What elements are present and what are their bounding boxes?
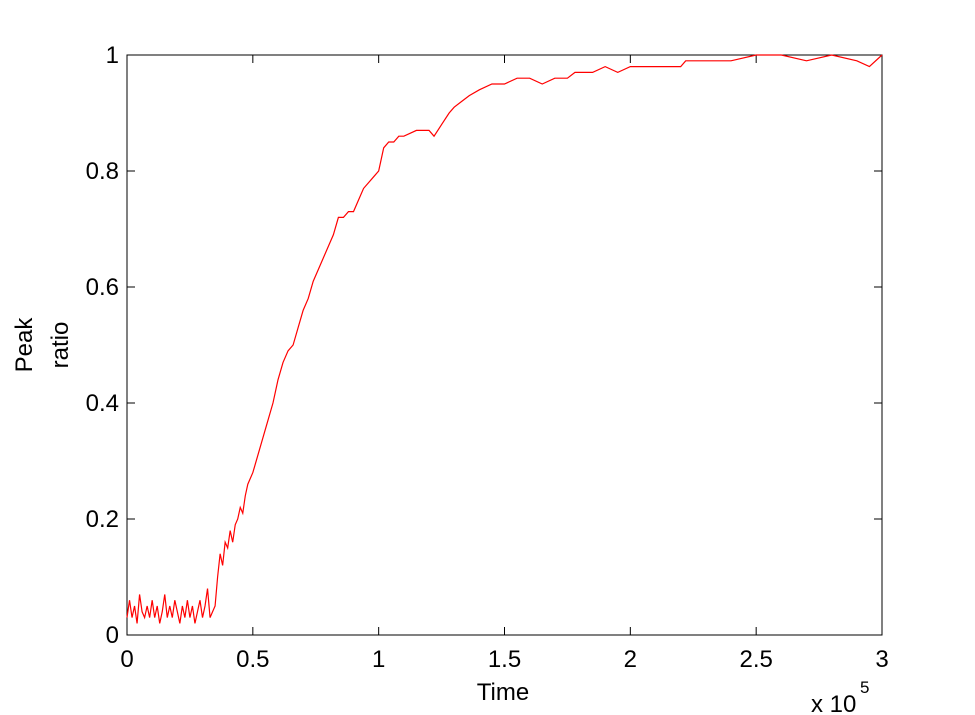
- x-scale-label: x 10: [811, 691, 856, 715]
- x-scale-exponent: 5: [860, 678, 869, 697]
- y-axis-label: Peak: [11, 317, 38, 373]
- x-tick-label: 1.5: [488, 646, 521, 673]
- y-tick-label: 1: [106, 42, 119, 69]
- x-tick-label: 2: [624, 646, 637, 673]
- x-tick-label: 1: [372, 646, 385, 673]
- y-tick-label: 0.6: [86, 274, 119, 301]
- y-tick-label: 0.2: [86, 506, 119, 533]
- x-tick-label: 0: [120, 646, 133, 673]
- plot-frame: [126, 54, 883, 636]
- x-tick-label: 2.5: [739, 646, 772, 673]
- y-tick-label: 0: [106, 622, 119, 649]
- y-axis-label: ratio: [47, 322, 74, 369]
- y-tick-label: 0.4: [86, 390, 119, 417]
- x-tick-label: 0.5: [236, 646, 269, 673]
- x-tick-label: 3: [875, 646, 888, 673]
- y-tick-label: 0.8: [86, 158, 119, 185]
- x-axis-label: Time: [477, 679, 529, 706]
- data-line: [126, 54, 883, 624]
